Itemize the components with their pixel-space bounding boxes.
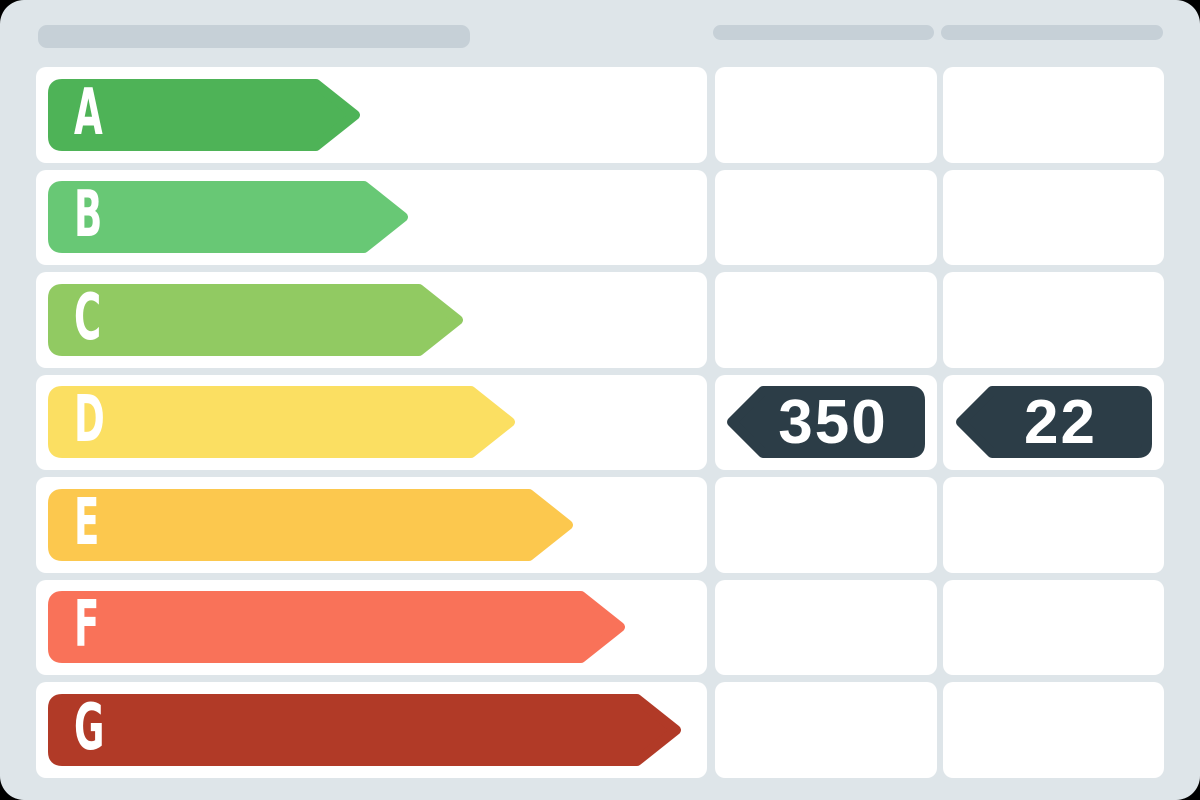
value-cell-1 [715, 169, 937, 265]
value-cell-1 [715, 579, 937, 675]
rating-row: E [36, 477, 1164, 573]
value-cell-2 [943, 682, 1164, 778]
rating-letter: G [74, 690, 105, 765]
value-cell-2 [943, 579, 1164, 675]
value-cell-2 [943, 477, 1164, 573]
rating-bar: A [48, 75, 360, 151]
rating-bar: F [48, 591, 625, 663]
rating-grid: A B C D 350 22 E [36, 67, 1164, 778]
rating-row: A [36, 67, 1164, 163]
rating-bar-cell: E [36, 477, 707, 573]
rating-bar-cell: C [36, 272, 707, 368]
value-cell-1: 350 [715, 374, 937, 470]
header-column2-skeleton [941, 25, 1163, 40]
rating-bar: E [48, 485, 573, 561]
rating-bar-cell: D [36, 374, 707, 470]
rating-bar-cell: A [36, 67, 707, 163]
rating-letter: C [74, 280, 102, 355]
rating-row: F [36, 579, 1164, 675]
rating-bar-cell: F [36, 579, 707, 675]
rating-letter: B [74, 178, 103, 253]
header-title-skeleton [38, 25, 470, 48]
value-cell-2 [943, 272, 1164, 368]
rating-bar-cell: G [36, 682, 707, 778]
value-cell-1 [715, 67, 937, 163]
rating-bar: C [48, 280, 463, 356]
rating-row: D 350 22 [36, 374, 1164, 470]
rating-letter: E [74, 485, 100, 560]
rating-letter: F [74, 588, 100, 663]
rating-bar-cell: B [36, 169, 707, 265]
rating-row: G [36, 682, 1164, 778]
rating-bar: G [48, 690, 681, 766]
rating-letter: D [74, 383, 105, 458]
value-badge: 22 [955, 386, 1152, 459]
header-column1-skeleton [713, 25, 934, 40]
value-cell-1 [715, 272, 937, 368]
rating-letter: A [74, 75, 103, 150]
value-cell-2: 22 [943, 374, 1164, 470]
value-badge: 350 [727, 386, 925, 459]
value-cell-2 [943, 169, 1164, 265]
value-badge-text: 22 [1024, 387, 1097, 457]
rating-row: C [36, 272, 1164, 368]
value-badge-text: 350 [778, 387, 888, 457]
rating-bar: D [48, 386, 515, 458]
value-cell-2 [943, 67, 1164, 163]
rating-row: B [36, 169, 1164, 265]
value-cell-1 [715, 682, 937, 778]
rating-bar: B [48, 181, 408, 253]
value-cell-1 [715, 477, 937, 573]
